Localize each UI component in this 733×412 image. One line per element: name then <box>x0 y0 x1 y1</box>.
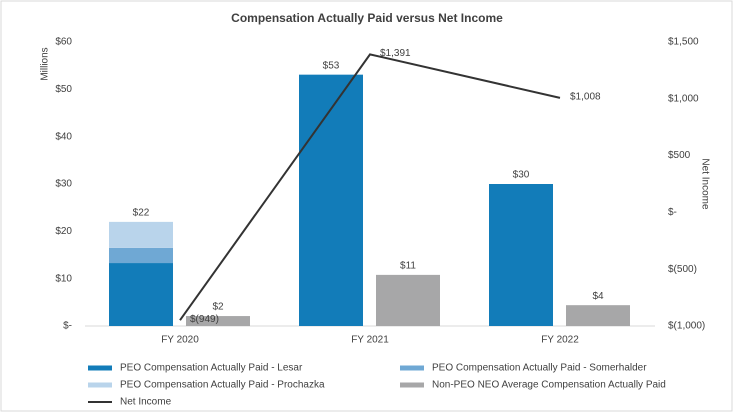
y2-tick-label: $500 <box>668 150 691 161</box>
y-tick-label: $30 <box>55 179 72 190</box>
legend-swatch <box>400 365 424 371</box>
y2-tick-label: $(1,000) <box>668 321 705 332</box>
x-tick-label: FY 2022 <box>541 335 579 346</box>
y2-tick-label: $- <box>668 207 677 218</box>
data-label: $11 <box>400 261 416 272</box>
y-tick-label: $20 <box>55 226 72 237</box>
y2-tick-label: $(500) <box>668 264 697 275</box>
legend-swatch <box>400 382 424 388</box>
y-tick-label: $10 <box>55 273 72 284</box>
legend-swatch <box>88 365 112 371</box>
chart-title: Compensation Actually Paid versus Net In… <box>231 11 503 25</box>
legend-swatch <box>88 382 112 388</box>
legend-label: PEO Compensation Actually Paid - Lesar <box>120 363 303 374</box>
bar <box>109 263 173 326</box>
bar <box>109 247 173 264</box>
legend-label: PEO Compensation Actually Paid - Somerha… <box>432 363 647 374</box>
y-tick-label: $50 <box>55 84 72 95</box>
legend-label: Net Income <box>120 397 172 408</box>
stack-total-label: $53 <box>323 60 340 71</box>
bar <box>566 305 630 326</box>
legend-label: Non-PEO NEO Average Compensation Actuall… <box>432 380 666 391</box>
y2-axis-label: Net Income <box>699 158 710 210</box>
data-label: $2 <box>212 302 224 313</box>
bar <box>489 184 553 326</box>
line <box>179 53 561 321</box>
legend-label: PEO Compensation Actually Paid - Prochaz… <box>120 380 325 391</box>
y2-tick-label: $1,000 <box>668 93 699 104</box>
data-label: $(949) <box>190 314 219 325</box>
stack-total-label: $30 <box>513 170 530 181</box>
y2-tick-label: $1,500 <box>668 37 699 48</box>
y-tick-label: $40 <box>55 131 72 142</box>
y-tick-label: $60 <box>55 37 72 48</box>
bar <box>109 221 173 248</box>
data-label: $1,391 <box>380 48 411 59</box>
data-label: $1,008 <box>570 92 601 103</box>
stack-total-label: $22 <box>133 208 150 219</box>
bar <box>299 74 363 326</box>
data-label: $4 <box>592 291 604 302</box>
bar <box>376 274 440 326</box>
bar <box>186 316 250 326</box>
y-tick-label: $- <box>63 321 72 332</box>
y-axis-label: Millions <box>40 47 51 80</box>
x-tick-label: FY 2020 <box>161 335 199 346</box>
x-tick-label: FY 2021 <box>351 335 389 346</box>
